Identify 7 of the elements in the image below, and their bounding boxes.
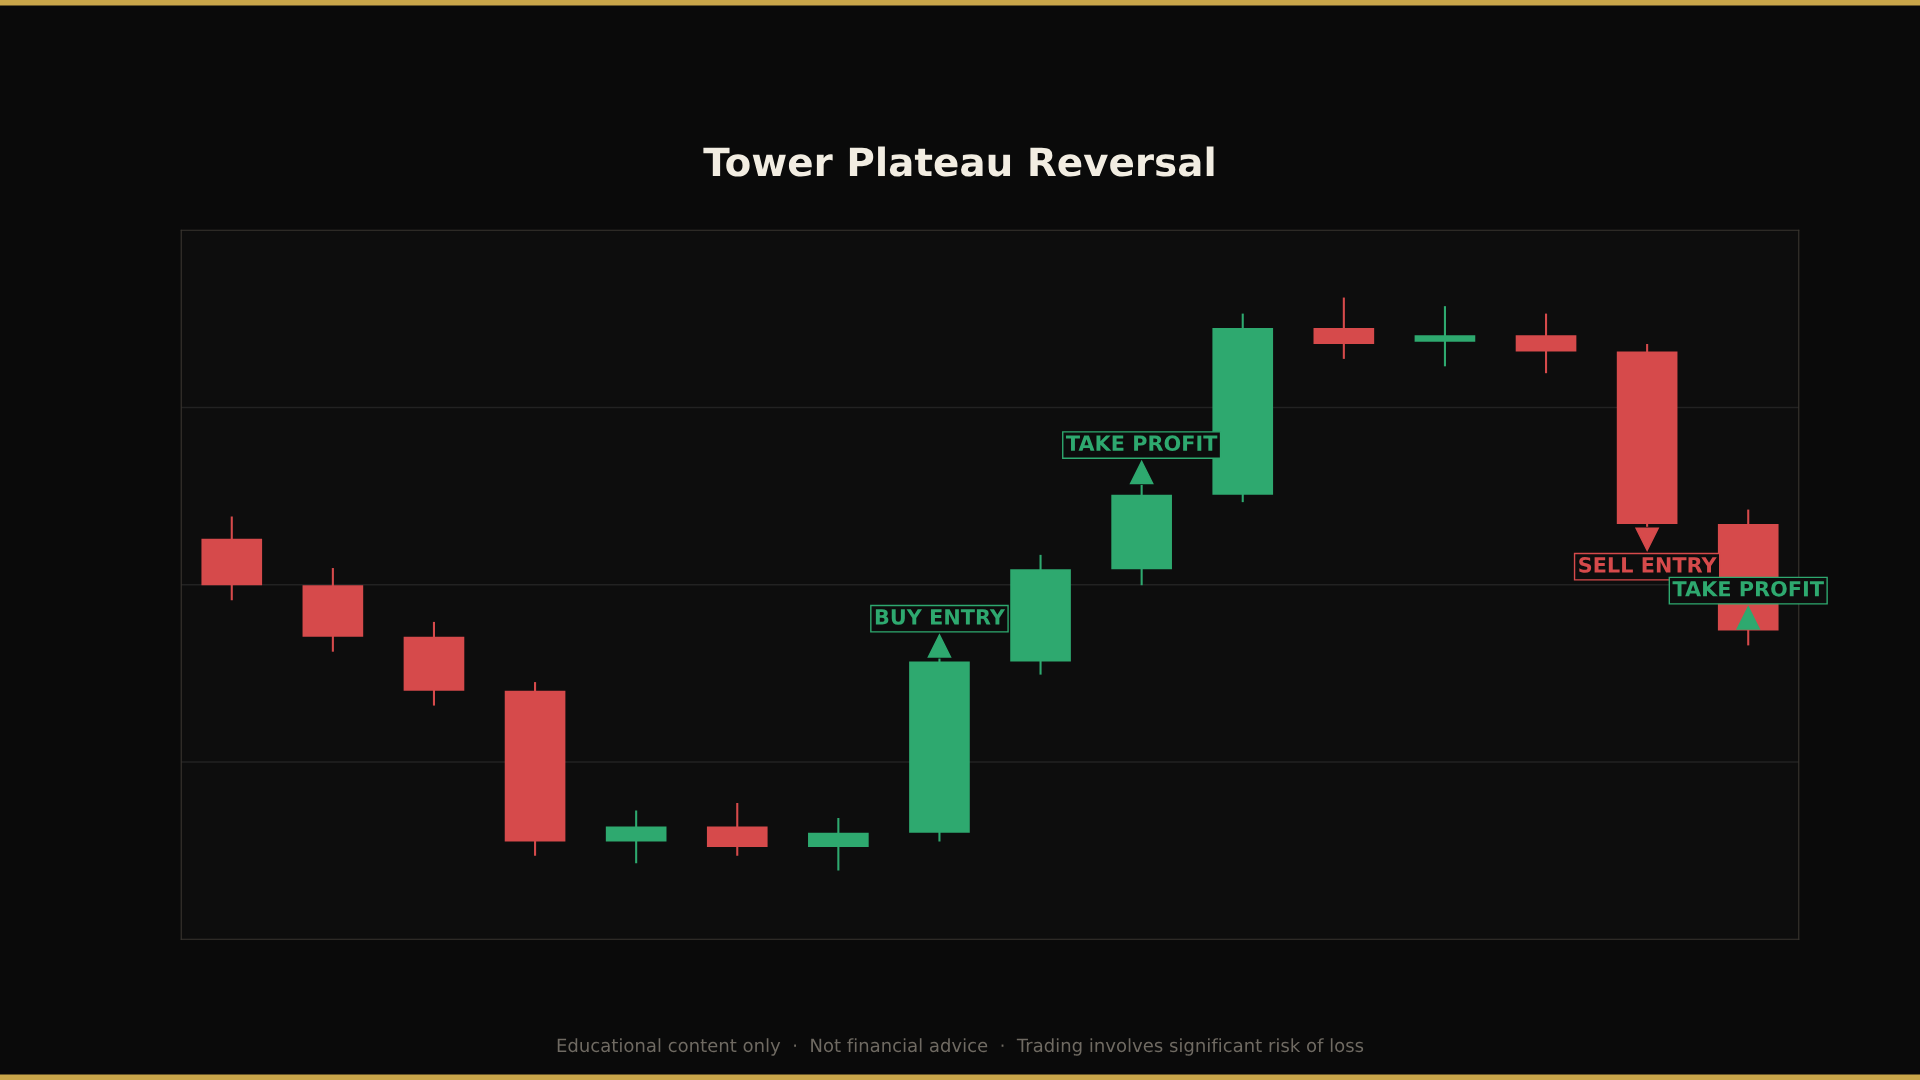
annotation: TAKE PROFIT — [1065, 435, 1218, 452]
chart-title: Tower Plateau Reversal — [703, 146, 1214, 177]
text: Educational content only · Not financial advice · Trading involves significant risk of loss — [557, 1038, 1364, 1056]
annotation: SELL ENTRY — [1579, 556, 1717, 573]
candlestick — [1414, 305, 1476, 368]
annotation: TAKE PROFIT — [1672, 580, 1824, 597]
annotation: BUY ENTRY — [875, 609, 1006, 625]
